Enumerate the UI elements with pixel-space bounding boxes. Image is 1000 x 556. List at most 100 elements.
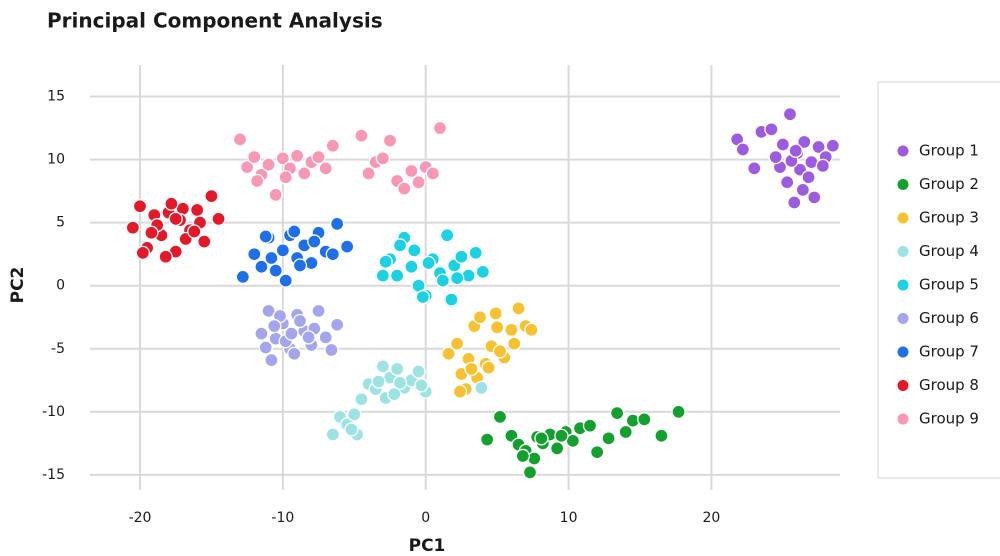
legend-label: Group 7 bbox=[919, 343, 979, 361]
point bbox=[169, 212, 182, 225]
point bbox=[248, 248, 261, 261]
x-tick-label: -10 bbox=[271, 510, 294, 526]
point bbox=[512, 302, 525, 315]
point bbox=[191, 204, 204, 217]
point bbox=[305, 256, 318, 269]
point bbox=[808, 191, 821, 204]
point bbox=[312, 151, 325, 164]
point bbox=[781, 176, 794, 189]
point bbox=[551, 442, 564, 455]
point bbox=[784, 108, 797, 121]
x-tick-label: 0 bbox=[421, 510, 430, 526]
legend-label: Group 3 bbox=[919, 209, 979, 227]
point bbox=[285, 327, 298, 340]
point bbox=[269, 188, 282, 201]
point bbox=[494, 345, 507, 358]
point bbox=[259, 341, 272, 354]
point bbox=[802, 171, 815, 184]
point bbox=[451, 272, 464, 285]
point bbox=[265, 251, 278, 264]
x-tick-label: -20 bbox=[129, 510, 152, 526]
point bbox=[584, 419, 597, 432]
point bbox=[276, 244, 289, 257]
x-axis-label: PC1 bbox=[409, 536, 446, 556]
legend-label: Group 4 bbox=[919, 242, 979, 260]
point bbox=[355, 129, 368, 142]
point bbox=[294, 315, 307, 328]
point bbox=[398, 182, 411, 195]
point bbox=[126, 221, 139, 234]
point bbox=[259, 230, 272, 243]
point bbox=[426, 167, 439, 180]
point bbox=[489, 307, 502, 320]
point bbox=[279, 274, 292, 287]
point bbox=[325, 344, 338, 357]
chart: Principal Component Analysis PC1 PC2 Gro… bbox=[0, 0, 1000, 556]
point bbox=[672, 405, 685, 418]
legend-marker bbox=[898, 414, 909, 425]
y-tick-label: 5 bbox=[56, 215, 65, 231]
point bbox=[198, 235, 211, 248]
point bbox=[294, 259, 307, 272]
point bbox=[436, 274, 449, 287]
y-axis-label: PC2 bbox=[8, 267, 28, 304]
point bbox=[159, 250, 172, 263]
point bbox=[441, 229, 454, 242]
point bbox=[655, 429, 668, 442]
point bbox=[494, 410, 507, 423]
x-tick-label: 10 bbox=[560, 510, 578, 526]
legend-marker bbox=[898, 146, 909, 157]
point bbox=[445, 293, 458, 306]
point bbox=[331, 217, 344, 230]
point bbox=[816, 159, 829, 172]
point bbox=[394, 239, 407, 252]
point bbox=[462, 269, 475, 282]
point bbox=[412, 176, 425, 189]
point bbox=[451, 337, 464, 350]
legend-marker bbox=[898, 380, 909, 391]
point bbox=[491, 321, 504, 334]
point bbox=[481, 433, 494, 446]
legend-marker bbox=[898, 347, 909, 358]
point bbox=[776, 138, 789, 151]
point bbox=[638, 413, 651, 426]
point bbox=[302, 331, 315, 344]
point bbox=[319, 162, 332, 175]
point bbox=[331, 318, 344, 331]
point bbox=[619, 425, 632, 438]
point bbox=[765, 123, 778, 136]
point bbox=[376, 269, 389, 282]
point bbox=[416, 291, 429, 304]
point bbox=[345, 423, 358, 436]
point bbox=[434, 122, 447, 135]
point bbox=[405, 260, 418, 273]
point bbox=[268, 320, 281, 333]
point bbox=[391, 362, 404, 375]
point bbox=[525, 323, 538, 336]
point bbox=[465, 362, 478, 375]
legend-label: Group 8 bbox=[919, 376, 979, 394]
point bbox=[376, 152, 389, 165]
point bbox=[826, 139, 839, 152]
point bbox=[288, 347, 301, 360]
legend-marker bbox=[898, 246, 909, 257]
point bbox=[236, 270, 249, 283]
point bbox=[796, 183, 809, 196]
y-tick-label: -15 bbox=[42, 467, 65, 483]
point bbox=[319, 331, 332, 344]
legend-label: Group 5 bbox=[919, 276, 979, 294]
points bbox=[126, 108, 839, 479]
point bbox=[279, 171, 292, 184]
y-tick-label: -10 bbox=[42, 404, 65, 420]
point bbox=[372, 375, 385, 388]
point bbox=[602, 432, 615, 445]
point bbox=[454, 385, 467, 398]
y-tick-label: -5 bbox=[51, 341, 65, 357]
legend-marker bbox=[898, 313, 909, 324]
point bbox=[188, 225, 201, 238]
point bbox=[384, 134, 397, 147]
x-tick-label: 20 bbox=[703, 510, 721, 526]
point bbox=[326, 428, 339, 441]
point bbox=[408, 244, 421, 257]
point bbox=[362, 167, 375, 180]
